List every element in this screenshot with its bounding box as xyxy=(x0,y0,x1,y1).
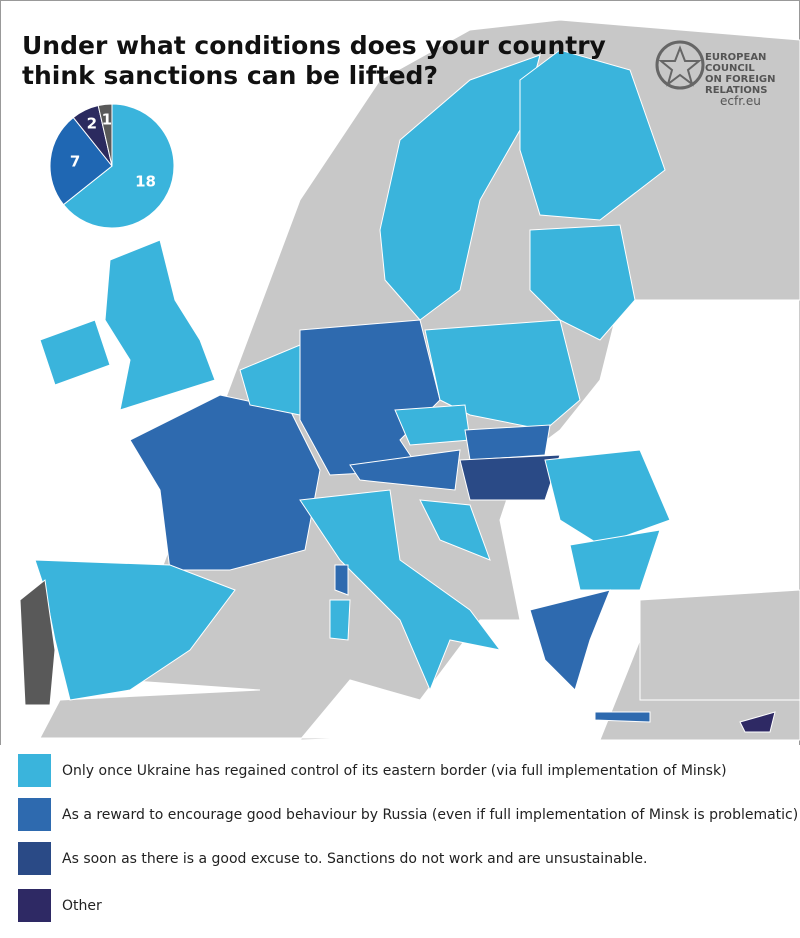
logo-text: ecfr.eu xyxy=(720,94,761,108)
logo-text: RELATIONS xyxy=(705,85,767,96)
pie-label: 2 xyxy=(87,115,97,133)
legend: Only once Ukraine has regained control o… xyxy=(18,754,798,922)
title-line: think sanctions can be lifted? xyxy=(22,61,438,90)
legend-swatch xyxy=(18,798,51,831)
logo-text: COUNCIL xyxy=(705,63,755,74)
legend-label: As soon as there is a good excuse to. Sa… xyxy=(62,851,647,867)
pie-chart: 18 7 2 1 xyxy=(49,103,175,229)
pie-slice xyxy=(62,103,175,229)
legend-swatch xyxy=(18,754,51,787)
legend-swatch xyxy=(18,842,51,875)
pie-label: 7 xyxy=(70,152,80,170)
pie-slice xyxy=(97,103,113,167)
logo-text: EUROPEAN xyxy=(705,52,766,63)
pie-label: 1 xyxy=(102,110,112,128)
map xyxy=(19,19,800,741)
logo: EUROPEAN COUNCIL ON FOREIGN RELATIONS ec… xyxy=(655,40,776,108)
legend-label: Only once Ukraine has regained control o… xyxy=(62,763,727,779)
title-line: Under what conditions does your country xyxy=(22,31,606,60)
legend-label: Other xyxy=(62,898,102,914)
legend-swatch xyxy=(18,889,51,922)
legend-background xyxy=(0,745,800,938)
pie-label: 18 xyxy=(135,173,156,191)
pie-slice xyxy=(49,116,113,206)
logo-text: ON FOREIGN xyxy=(705,74,776,85)
legend-label: As a reward to encourage good behaviour … xyxy=(62,807,798,823)
title: Under what conditions does your country … xyxy=(22,31,606,90)
